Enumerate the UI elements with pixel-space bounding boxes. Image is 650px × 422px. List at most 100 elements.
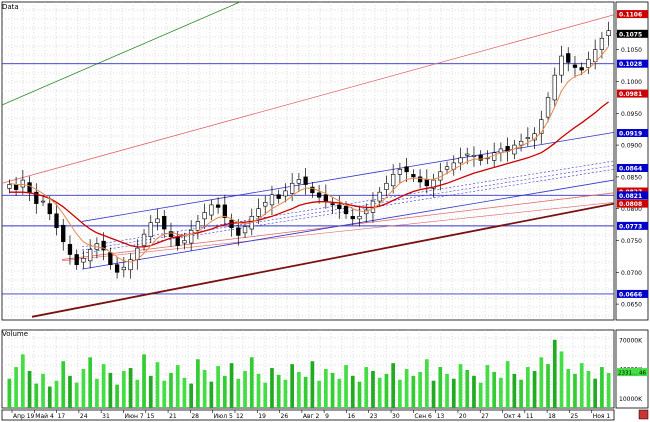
red-channel-upper [1, 14, 615, 184]
volume-bar [276, 374, 281, 408]
volume-bar [451, 378, 456, 408]
volume-bar [196, 359, 200, 408]
volume-bar [27, 370, 32, 408]
candle-body [168, 231, 174, 237]
candle-body [310, 186, 315, 194]
volume-bar [519, 379, 523, 408]
volume-bar [350, 375, 355, 408]
candle-body [350, 216, 355, 220]
volume-bar [330, 372, 335, 408]
volume-bar [539, 357, 544, 408]
y-tick-label: 0.0750 [621, 238, 642, 245]
price-label-box [617, 163, 648, 172]
price-label-box [617, 89, 648, 98]
volume-bar [586, 370, 591, 408]
candle-body [7, 184, 12, 189]
x-tick-label: 19 [258, 413, 266, 420]
candle-body [599, 37, 605, 50]
x-axis-strip [1, 409, 615, 421]
candle-body [148, 222, 153, 237]
volume-bar [121, 370, 126, 408]
volume-bars [7, 339, 611, 408]
candle-body [114, 264, 120, 273]
candle-body [155, 218, 160, 223]
candle-body [54, 213, 59, 229]
candle-body [88, 249, 93, 262]
volume-bar [249, 357, 254, 408]
x-tick-label: Апр 19 [13, 413, 35, 420]
x-tick-label: 17 [58, 413, 66, 420]
candle-body [215, 204, 221, 208]
volume-bar [222, 375, 227, 408]
x-tick-label: Май 4 [35, 413, 54, 420]
volume-bar [303, 376, 308, 408]
volume-bar [54, 380, 59, 408]
volume-bar [579, 363, 584, 408]
volume-bar [552, 339, 557, 408]
x-tick-label: Авг 2 [303, 413, 320, 420]
x-tick-label: 11 [526, 413, 534, 420]
volume-bar [47, 386, 52, 408]
volume-bar [573, 373, 577, 408]
candle-body [256, 208, 261, 217]
volume-bar [485, 365, 490, 408]
volume-bar [593, 378, 598, 408]
candle-body [242, 226, 248, 234]
volume-bar [465, 369, 470, 408]
volume-bar [182, 377, 187, 408]
price-axis-panel [615, 1, 649, 321]
volume-bar [492, 371, 497, 408]
volume-bar [155, 362, 160, 408]
candle-body [424, 179, 429, 187]
volume-bar [61, 361, 66, 408]
candle-body [283, 190, 288, 197]
volume-bar [371, 370, 375, 408]
volume-bar [377, 377, 382, 408]
candle-body [444, 166, 450, 170]
volume-bar [202, 369, 207, 408]
volume-bar [384, 373, 389, 408]
y-tick-label: 0.0900 [621, 143, 642, 150]
blue-channel-lower [81, 179, 615, 270]
volume-bar [418, 371, 422, 408]
volume-bar [337, 378, 342, 408]
volume-bar [256, 373, 261, 408]
candle-body [545, 97, 551, 118]
candle-body [61, 224, 66, 243]
x-tick-label: Июн 7 [124, 413, 143, 420]
price-label-box [617, 289, 648, 298]
candle-body [586, 58, 591, 68]
x-tick-label: 21 [169, 413, 177, 420]
candle-body [337, 204, 342, 210]
moving-averages [9, 46, 609, 263]
candle-body [539, 119, 544, 134]
volume-last-label: 2331... 46 [618, 371, 646, 377]
candle-body [121, 266, 126, 271]
candle-body [364, 209, 369, 215]
price-label-box [617, 10, 648, 19]
volume-bar [310, 361, 315, 408]
candle-body [417, 176, 423, 183]
candle-body [189, 230, 194, 244]
x-tick-label: 28 [191, 413, 199, 420]
y-tick-label: 0.0650 [621, 302, 642, 309]
candle-body [404, 166, 409, 173]
volume-bar [175, 365, 180, 408]
volume-bar [74, 382, 79, 408]
x-tick-label: 24 [80, 413, 88, 420]
volume-bar [445, 373, 449, 408]
candle-body [40, 200, 46, 203]
candle-body [471, 154, 477, 157]
corner-icon [638, 409, 649, 420]
candle-body [593, 49, 598, 63]
volume-tick-label: 10000K [619, 396, 643, 403]
volume-bar [411, 375, 416, 408]
long-trend-line [31, 202, 615, 318]
volume-panel-title: Volume [2, 330, 28, 338]
candle-body [276, 194, 281, 199]
blue-channel-upper [81, 131, 615, 222]
candle-body [431, 179, 436, 189]
volume-bar [209, 381, 214, 408]
price-label: 0.0821 [619, 193, 642, 200]
x-tick-label: 18 [548, 413, 556, 420]
